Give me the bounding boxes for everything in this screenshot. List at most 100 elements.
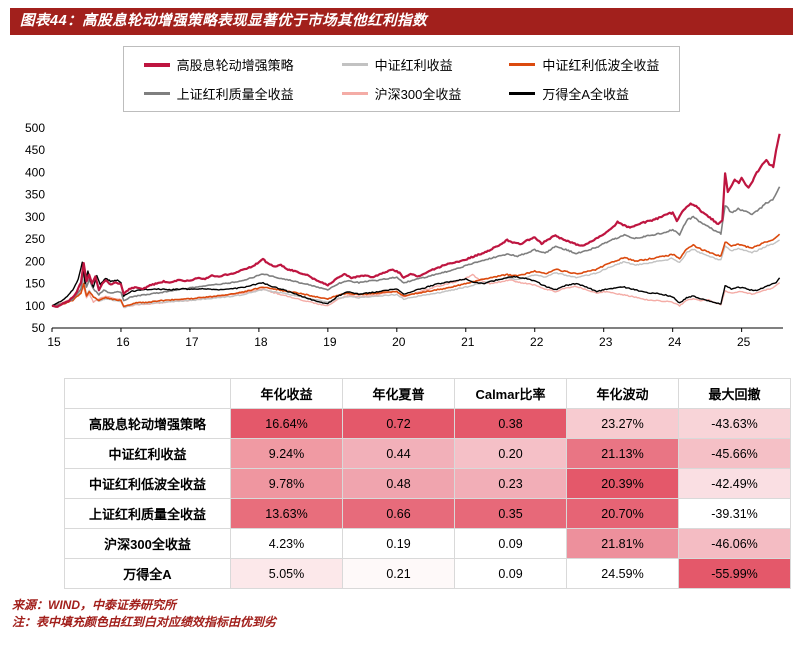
y-axis-label: 150 — [25, 277, 45, 291]
table-header-cell: 最大回撤 — [678, 378, 791, 409]
metric-cell: 23.27% — [566, 408, 679, 439]
legend-item: 沪深300全收益 — [341, 84, 462, 103]
y-axis-label: 350 — [25, 188, 45, 202]
x-axis-label: 20 — [392, 335, 406, 349]
table-header-row: 年化收益 年化夏普 Calmar比率 年化波动 最大回撤 — [64, 378, 791, 409]
metric-cell: -43.63% — [678, 408, 791, 439]
legend-line-swatch-icon — [509, 63, 536, 66]
metric-cell: 16.64% — [230, 408, 343, 439]
legend-label: 中证红利低波全收益 — [542, 58, 660, 73]
metric-cell: 0.38 — [454, 408, 567, 439]
row-label: 上证红利质量全收益 — [64, 498, 231, 529]
metric-cell: -39.31% — [678, 498, 791, 529]
y-axis-label: 300 — [25, 210, 45, 224]
row-label: 万得全A — [64, 558, 231, 589]
metric-cell: 0.20 — [454, 438, 567, 469]
table-header-cell: 年化收益 — [230, 378, 343, 409]
legend-line-swatch-icon — [143, 92, 170, 95]
legend-label: 高股息轮动增强策略 — [176, 58, 294, 73]
table-row: 万得全A 5.05% 0.21 0.09 24.59% -55.99% — [64, 558, 791, 589]
legend-item: 中证红利低波全收益 — [509, 55, 659, 74]
row-label: 中证红利低波全收益 — [64, 468, 231, 499]
legend-line-swatch-icon — [341, 92, 368, 95]
row-label: 中证红利收益 — [64, 438, 231, 469]
color-note: 注：表中填充颜色由红到白对应绩效指标由优到劣 — [12, 614, 277, 629]
metric-cell: 0.09 — [454, 558, 567, 589]
legend-line-swatch-icon — [143, 62, 170, 67]
table-row: 高股息轮动增强策略 16.64% 0.72 0.38 23.27% -43.63% — [64, 408, 791, 439]
metric-cell: 0.48 — [342, 468, 455, 499]
metric-cell: 0.19 — [342, 528, 455, 559]
row-label: 高股息轮动增强策略 — [64, 408, 231, 439]
legend-label: 沪深300全收益 — [374, 87, 462, 102]
table-corner-cell — [64, 378, 231, 409]
x-axis-label: 16 — [116, 335, 130, 349]
series-line-4 — [51, 261, 781, 307]
legend-label: 万得全A全收益 — [542, 87, 630, 102]
table-row: 上证红利质量全收益 13.63% 0.66 0.35 20.70% -39.31% — [64, 498, 791, 529]
metric-cell: 0.44 — [342, 438, 455, 469]
x-axis-label: 21 — [461, 335, 475, 349]
series-line-2 — [51, 233, 781, 308]
metric-cell: 5.05% — [230, 558, 343, 589]
series-line-1 — [51, 239, 780, 309]
x-axis-label: 19 — [323, 335, 337, 349]
series-line-5 — [51, 133, 781, 308]
performance-table: 年化收益 年化夏普 Calmar比率 年化波动 最大回撤 高股息轮动增强策略 16.64% 0… — [64, 378, 791, 589]
legend-line-swatch-icon — [341, 63, 368, 66]
metric-cell: -45.66% — [678, 438, 791, 469]
metric-cell: 0.23 — [454, 468, 567, 499]
metric-cell: 0.66 — [342, 498, 455, 529]
metric-cell: 0.09 — [454, 528, 567, 559]
line-chart: 50 100 150 200 250 300 350 400 450 500 15 16 17 18 19 2… — [25, 121, 783, 349]
figure-footer: 来源：WIND，中泰证券研究所 注：表中填充颜色由红到白对应绩效指标由优到劣 — [12, 597, 803, 631]
x-axis-label: 23 — [599, 335, 613, 349]
legend-item: 万得全A全收益 — [509, 84, 659, 103]
metric-cell: 9.24% — [230, 438, 343, 469]
y-axis-label: 500 — [25, 121, 45, 135]
x-axis-label: 15 — [47, 335, 61, 349]
legend-label: 上证红利质量全收益 — [176, 87, 294, 102]
legend-item: 中证红利收益 — [341, 55, 462, 74]
metric-cell: 20.70% — [566, 498, 679, 529]
x-axis-label: 18 — [254, 335, 268, 349]
series-line-3 — [51, 186, 781, 307]
figure-title: 图表44：高股息轮动增强策略表现显著优于市场其他红利指数 — [20, 13, 428, 29]
y-axis-label: 450 — [25, 143, 45, 157]
figure-title-banner: 图表44：高股息轮动增强策略表现显著优于市场其他红利指数 — [10, 8, 793, 35]
y-axis-label: 250 — [25, 232, 45, 246]
table-header-cell: 年化夏普 — [342, 378, 455, 409]
row-label: 沪深300全收益 — [64, 528, 231, 559]
source-note: 来源：WIND，中泰证券研究所 — [12, 598, 176, 612]
x-axis-label: 22 — [530, 335, 544, 349]
metric-cell: 21.81% — [566, 528, 679, 559]
metric-cell: 24.59% — [566, 558, 679, 589]
table-header-cell: Calmar比率 — [454, 378, 567, 409]
chart-legend: 高股息轮动增强策略 中证红利收益 中证红利低波全收益上证红利质量全收益 沪深300全收… — [122, 46, 681, 112]
y-axis-label: 200 — [25, 254, 45, 268]
chart-area: 50 100 150 200 250 300 350 400 450 500 15 16 17 18 19 2… — [10, 116, 793, 368]
y-axis-label: 50 — [32, 321, 46, 335]
x-axis-label: 24 — [668, 335, 682, 349]
metric-cell: 13.63% — [230, 498, 343, 529]
legend-item: 上证红利质量全收益 — [143, 84, 294, 103]
metric-cell: 0.72 — [342, 408, 455, 439]
metric-cell: 20.39% — [566, 468, 679, 499]
legend-item: 高股息轮动增强策略 — [143, 55, 294, 74]
metric-cell: 0.35 — [454, 498, 567, 529]
y-axis-label: 100 — [25, 299, 45, 313]
table-row: 中证红利收益 9.24% 0.44 0.20 21.13% -45.66% — [64, 438, 791, 469]
metric-cell: 0.21 — [342, 558, 455, 589]
x-axis-label: 25 — [737, 335, 751, 349]
metric-cell: 21.13% — [566, 438, 679, 469]
x-axis-label: 17 — [185, 335, 199, 349]
metric-cell: 4.23% — [230, 528, 343, 559]
legend-label: 中证红利收益 — [374, 58, 453, 73]
table-header-cell: 年化波动 — [566, 378, 679, 409]
metric-cell: 9.78% — [230, 468, 343, 499]
table-row: 沪深300全收益 4.23% 0.19 0.09 21.81% -46.06% — [64, 528, 791, 559]
legend-line-swatch-icon — [509, 92, 536, 95]
metric-cell: -42.49% — [678, 468, 791, 499]
y-axis-label: 400 — [25, 165, 45, 179]
table-row: 中证红利低波全收益 9.78% 0.48 0.23 20.39% -42.49% — [64, 468, 791, 499]
